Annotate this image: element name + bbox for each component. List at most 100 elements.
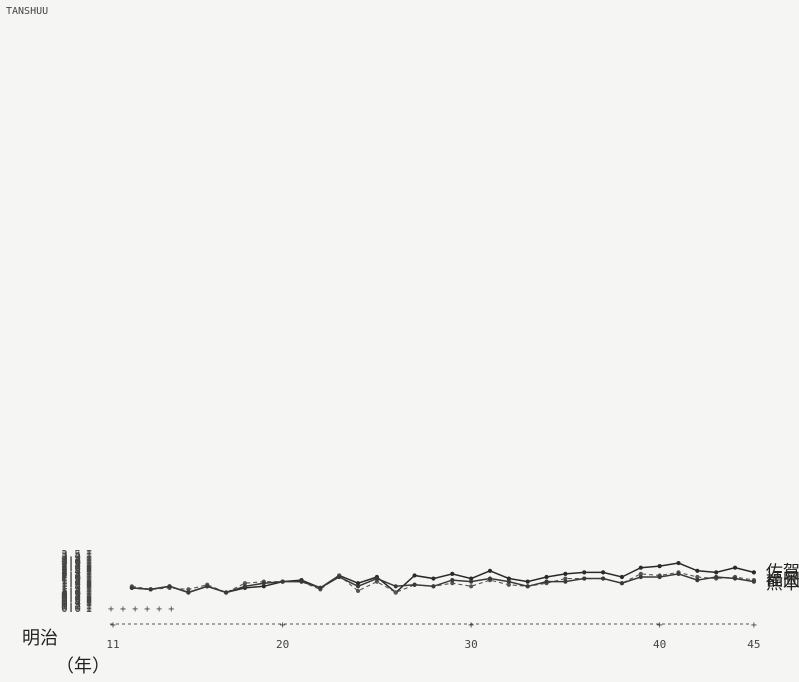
y-tick-marker: I (86, 583, 93, 596)
y-tick-label: 2.2 (61, 568, 81, 581)
y-tick-marker: I (86, 597, 93, 610)
y-tick-label: 0.6 (61, 593, 81, 606)
data-point (563, 579, 568, 584)
x-tick-label: 40 (653, 638, 666, 651)
data-point (450, 571, 455, 577)
data-point (751, 570, 757, 575)
y-tick-marker: I (86, 588, 93, 601)
data-point (186, 587, 191, 592)
data-point (544, 574, 549, 580)
x-era-label: 明治 (22, 628, 58, 649)
y-tick-marker: I (86, 602, 93, 615)
y-tick-label: 2.3 (61, 566, 81, 579)
y-tick-label: 0.5 (61, 594, 81, 607)
data-point (469, 584, 474, 589)
data-point (638, 571, 643, 577)
y-tick-label: 2.8 (61, 559, 81, 572)
y-tick-marker: I (86, 585, 93, 598)
series-line-3 (131, 573, 755, 594)
data-point (167, 584, 172, 589)
y-tick-marker: I (86, 552, 93, 565)
y-tick-label: 3.4 (61, 549, 81, 562)
y-tick-label: 0.7 (61, 591, 81, 604)
data-point (714, 574, 719, 580)
data-point (355, 584, 361, 589)
data-point (318, 585, 323, 590)
y-tick-marker: I (86, 551, 93, 564)
y-tick-marker: I (86, 554, 93, 567)
data-point (601, 576, 606, 581)
data-point (242, 581, 248, 586)
y-tick-label: 1.6 (61, 577, 81, 590)
data-point (657, 564, 662, 569)
data-point (412, 582, 417, 587)
data-point (525, 579, 530, 584)
y-tick-label: 0.1 (61, 600, 81, 613)
data-point (224, 590, 229, 595)
y-tick-label: 2.1 (61, 569, 81, 582)
data-point (506, 576, 511, 581)
data-point (506, 582, 511, 587)
y-tick-marker: I (86, 548, 93, 561)
y-tick-marker: I (86, 559, 93, 572)
y-axis: 0.0 I0.1 I0.2 I0.3 I0.4 I0.5 I0.6 I0.7 I0.8 I0.9 I… (61, 548, 92, 615)
y-tick-label: 1.3 (61, 582, 81, 595)
data-point (261, 581, 266, 586)
data-point (695, 578, 700, 583)
y-tick-label: 1.9 (61, 573, 81, 586)
data-point (582, 570, 587, 575)
data-point (487, 576, 493, 581)
y-tick-label: 3.1 (61, 554, 81, 567)
data-point (337, 574, 342, 580)
y-tick-marker: I (86, 565, 93, 578)
y-tick-marker: I (86, 580, 93, 593)
y-tick-marker: I (86, 596, 93, 609)
data-point (129, 585, 134, 590)
y-tick-marker: I (86, 590, 93, 603)
data-point (544, 579, 549, 584)
y-tick-label: 0.9 (61, 588, 81, 601)
baseline-markers: + + + + + + (108, 604, 174, 615)
y-tick-marker: I (86, 576, 93, 589)
y-tick-marker: I (86, 571, 93, 584)
y-tick-marker: I (86, 557, 93, 570)
data-point (450, 578, 455, 583)
y-tick-label: 0.4 (61, 596, 81, 609)
y-tick-label: 1.1 (61, 585, 81, 598)
data-point (374, 579, 379, 584)
y-tick-label: 0.2 (61, 599, 81, 612)
data-point (676, 571, 681, 577)
y-tick-marker: I (86, 587, 93, 600)
data-point (261, 584, 266, 589)
y-tick-marker: I (86, 569, 93, 582)
series-layer (129, 560, 757, 595)
y-tick-label: 1.2 (61, 583, 81, 596)
data-point (638, 574, 643, 580)
y-tick-label: 1.7 (61, 576, 81, 589)
x-tick-mark: + (280, 620, 286, 631)
data-point (450, 581, 455, 586)
x-tick-mark: + (468, 620, 474, 631)
y-tick-label: 2.0 (61, 571, 81, 584)
y-tick-marker: I (86, 566, 93, 579)
data-point (355, 588, 361, 594)
y-tick-label: 2.7 (61, 560, 81, 573)
y-tick-label: 1.5 (61, 579, 81, 592)
data-point (638, 565, 643, 570)
x-tick-label: 45 (747, 638, 760, 651)
data-point (148, 587, 153, 592)
x-tick-mark: + (657, 620, 663, 631)
data-point (469, 579, 474, 584)
data-point (695, 574, 700, 580)
y-tick-label: 1.8 (61, 574, 81, 587)
data-point (431, 576, 436, 581)
data-point (619, 581, 625, 586)
series-label: 佐賀 (766, 562, 799, 582)
data-point (732, 565, 738, 570)
series-label: 熊本 (766, 574, 799, 594)
data-point (563, 576, 568, 581)
data-point (657, 574, 662, 580)
data-point (582, 576, 587, 581)
data-point (732, 576, 738, 581)
